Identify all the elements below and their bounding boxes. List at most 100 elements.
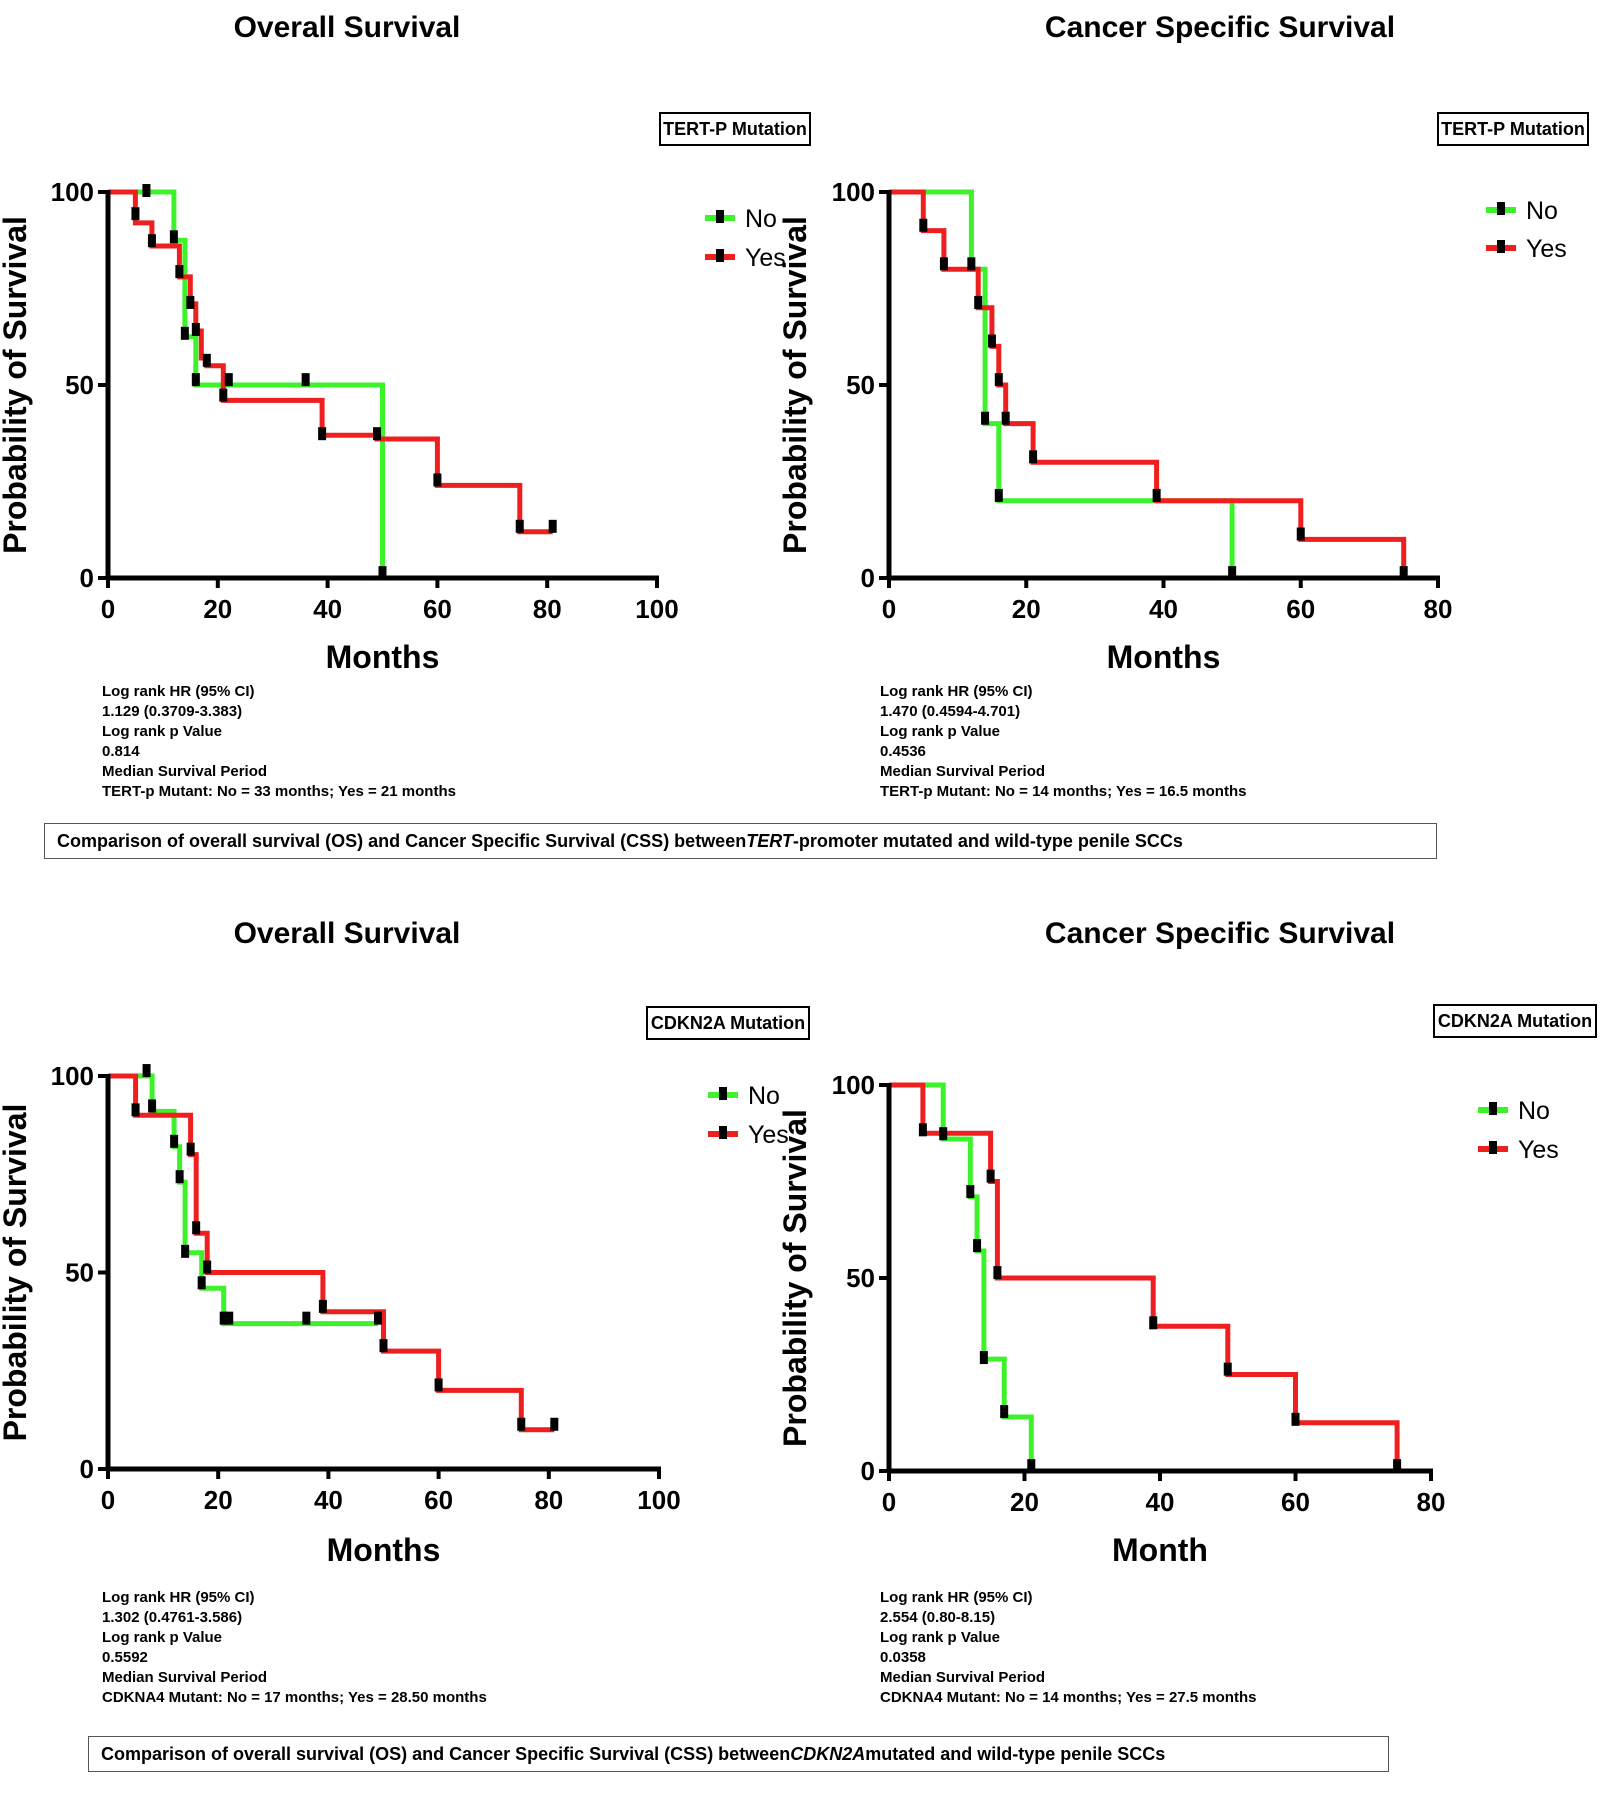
panel-2-legend-marker-yes (1497, 240, 1505, 253)
panel-2-xlabel: Months (1107, 639, 1221, 675)
panel-2-stats-line: 0.4536 (880, 743, 926, 760)
panel-1-censor-yes-8 (318, 427, 327, 441)
panel-3-xtick-label: 60 (424, 1485, 453, 1515)
panel-4-stats-line: 0.0358 (880, 1649, 926, 1666)
panel-1-xlabel: Months (326, 639, 440, 675)
panel-1-censor-yes-2 (175, 265, 184, 279)
panel-1-ytick-label: 100 (51, 177, 94, 207)
panel-1-censor-no-1 (169, 230, 178, 244)
panel-1-censor-no-3 (191, 373, 200, 387)
caption-cdkn2a-pre: Comparison of overall survival (OS) and … (101, 1743, 791, 1764)
panel-4-xtick-label: 20 (1010, 1487, 1039, 1517)
panel-3-censor-yes-8 (517, 1417, 526, 1431)
panel-3-stats-line: Median Survival Period (102, 1669, 268, 1686)
panel-1-stats-line: TERT-p Mutant: No = 33 months; Yes = 21 … (102, 783, 456, 800)
panel-1: Overall Survival TERT-P Mutation 0 20 40 60 80… (0, 11, 811, 675)
panel-1-stats: Log rank HR (95% CI) 1.129 (0.3709-3.383)… (102, 682, 456, 802)
panel-1-xtick-label: 100 (635, 594, 678, 624)
panel-2-xtick-label: 60 (1286, 594, 1315, 624)
panel-3-censor-no-7 (302, 1311, 311, 1325)
panel-1-xtick-label: 60 (423, 594, 452, 624)
panel-3-censor-yes-6 (379, 1339, 388, 1353)
panel-3-censor-yes-9 (550, 1417, 559, 1431)
panel-2-stats: Log rank HR (95% CI) 1.470 (0.4594-4.701)… (880, 682, 1246, 802)
panel-1-legend-marker-no (716, 210, 724, 223)
panel-1-legend-label-no: No (745, 205, 777, 233)
panel-4-stats: Log rank HR (95% CI) 2.554 (0.80-8.15) Log… (880, 1588, 1256, 1708)
panel-1-censor-yes-4 (191, 322, 200, 336)
panel-3-legend-marker-yes (719, 1126, 727, 1139)
panel-1-ylabel: Probability of Survival (0, 216, 33, 554)
panel-4-censor-yes-5 (1291, 1412, 1300, 1426)
panel-3-censor-no-3 (175, 1170, 184, 1184)
panel-1-xtick-label: 40 (313, 594, 342, 624)
panel-3-group-label: CDKN2A Mutation (651, 1013, 805, 1033)
panel-1-censor-yes-7 (224, 373, 233, 387)
panel-1-censor-yes-5 (202, 353, 211, 367)
panel-1-censor-yes-11 (515, 519, 524, 533)
panel-4-xtick-label: 60 (1281, 1487, 1310, 1517)
panel-1-censor-yes-3 (186, 295, 195, 309)
panel-4-title: Cancer Specific Survival (1045, 917, 1395, 950)
panel-3-stats-line: 0.5592 (102, 1649, 148, 1666)
panel-2-xtick-label: 40 (1149, 594, 1178, 624)
panel-2-censor-no-0 (967, 257, 976, 271)
panel-4-stats-line: CDKNA4 Mutant: No = 14 months; Yes = 27.… (880, 1689, 1257, 1706)
panel-1-xtick-label: 20 (203, 594, 232, 624)
panel-2-xtick-label: 20 (1012, 594, 1041, 624)
panel-4-group-label: CDKN2A Mutation (1438, 1011, 1592, 1031)
panel-1-censor-no-0 (142, 184, 151, 197)
panel-2-ylabel: Probability of Survival (777, 216, 813, 554)
panel-3-censor-no-5 (197, 1276, 206, 1290)
panel-4-stats-line: Log rank p Value (880, 1629, 1001, 1646)
caption-cdkn2a: Comparison of overall survival (OS) and … (88, 1736, 1389, 1772)
panel-1-censor-no-4 (301, 373, 310, 387)
panel-4-legend-label-no: No (1518, 1097, 1550, 1125)
panel-2-stats-line: 1.470 (0.4594-4.701) (880, 703, 1021, 720)
panel-3-legend-label-yes: Yes (748, 1121, 789, 1149)
panel-3-curve-yes (108, 1073, 555, 1433)
panel-4-stats-line: Log rank HR (95% CI) (880, 1589, 1033, 1606)
panel-3-xlabel: Months (327, 1532, 441, 1568)
panel-2-legend-label-no: No (1526, 197, 1558, 225)
panel-3-ytick-label: 0 (80, 1454, 94, 1484)
panel-3-censor-no-2 (170, 1134, 179, 1148)
panel-3-ylabel: Probability of Survival (0, 1104, 33, 1442)
panel-1-curve-no (108, 189, 385, 578)
panel-2-legend-label-yes: Yes (1526, 235, 1567, 263)
panel-3-censor-no-4 (181, 1244, 190, 1258)
panel-3-censor-yes-5 (318, 1299, 327, 1313)
panel-4-ytick-label: 50 (846, 1263, 875, 1293)
panel-2-stats-line: Log rank p Value (880, 723, 1001, 740)
panel-1-stats-line: 0.814 (102, 743, 140, 760)
panel-1-stats-line: 1.129 (0.3709-3.383) (102, 703, 243, 720)
panel-3-censor-yes-4 (225, 1311, 234, 1325)
panel-3-xtick-label: 40 (314, 1485, 343, 1515)
panel-3-title: Overall Survival (234, 917, 461, 950)
panel-2-stats-line: Median Survival Period (880, 763, 1046, 780)
caption-tert-gene: TERT (746, 830, 793, 851)
panel-3-censor-yes-3 (203, 1260, 212, 1274)
panel-3-censor-yes-7 (434, 1378, 443, 1392)
panel-1-group-box (659, 112, 811, 146)
panel-2-censor-yes-4 (994, 373, 1003, 387)
panel-1-censor-yes-1 (147, 234, 156, 248)
panel-1-title: Overall Survival (234, 11, 461, 44)
panel-1-censor-yes-10 (433, 473, 442, 487)
panel-4: Cancer Specific Survival CDKN2A Mutation 0… (777, 917, 1597, 1568)
panel-3-stats-line: CDKNA4 Mutant: No = 17 months; Yes = 28.… (102, 1689, 487, 1706)
panel-3-censor-yes-2 (192, 1221, 201, 1235)
caption-tert-pre: Comparison of overall survival (OS) and … (57, 830, 747, 851)
panel-2-ytick-label: 0 (861, 563, 875, 593)
panel-3-stats: Log rank HR (95% CI) 1.302 (0.4761-3.586)… (102, 1588, 487, 1708)
panel-2-group-box (1437, 112, 1589, 146)
panel-3: Overall Survival CDKN2A Mutation 0 20 40 60 80… (0, 917, 810, 1568)
panel-3-censor-yes-1 (186, 1142, 195, 1156)
panel-4-censor-yes-4 (1223, 1362, 1232, 1376)
panel-3-legend-marker-no (719, 1087, 727, 1100)
panel-2-stats-line: TERT-p Mutant: No = 14 months; Yes = 16.… (880, 783, 1247, 800)
caption-tert-post: -promoter mutated and wild-type penile S… (792, 830, 1183, 851)
panel-3-censor-no-8 (373, 1311, 382, 1325)
panel-1-censor-no-5 (378, 566, 387, 580)
panel-3-xtick-label: 80 (534, 1485, 563, 1515)
